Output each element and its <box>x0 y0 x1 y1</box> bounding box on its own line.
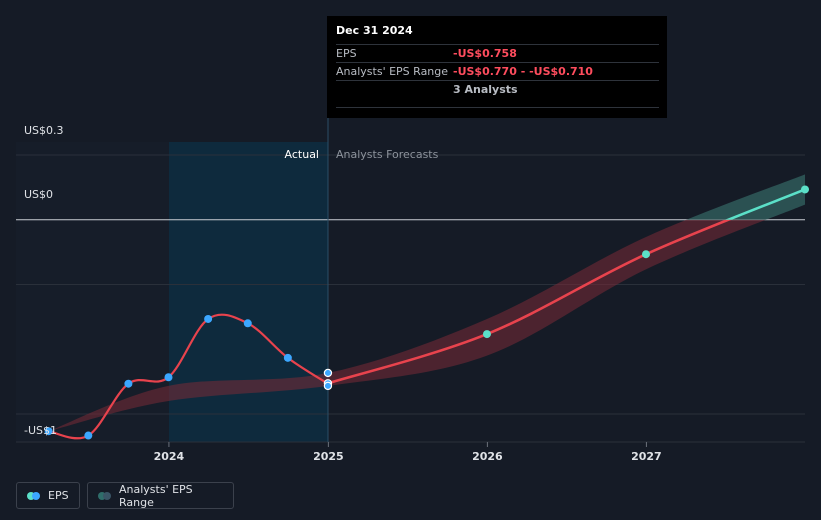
tooltip-analysts-label <box>336 81 453 107</box>
tooltip-range-value: -US$0.770 - -US$0.710 <box>453 65 593 78</box>
eps-forecast-point[interactable] <box>641 250 650 259</box>
eps-actual-point[interactable] <box>84 431 93 440</box>
tooltip-row-range: Analysts' EPS Range -US$0.770 - -US$0.71… <box>336 62 659 80</box>
legend-eps-label: EPS <box>48 489 69 502</box>
eps-highlight-point[interactable] <box>323 381 333 391</box>
eps-forecast-line-positive <box>724 188 806 220</box>
tooltip-eps-label: EPS <box>336 47 357 60</box>
legend-eps[interactable]: EPS <box>16 482 80 509</box>
tooltip-date: Dec 31 2024 <box>336 24 413 37</box>
x-axis-ticks: 2024 2025 2026 2027 <box>154 442 662 463</box>
y-label-bottom: -US$1 <box>24 424 57 437</box>
range-legend-icon <box>98 491 111 500</box>
eps-point-layer <box>44 185 809 440</box>
actual-label: Actual <box>285 148 319 161</box>
tooltip: Dec 31 2024 EPS -US$0.758 Analysts' EPS … <box>327 16 667 118</box>
eps-actual-point[interactable] <box>164 373 173 382</box>
eps-forecast-point[interactable] <box>801 185 809 194</box>
tooltip-range-label: Analysts' EPS Range <box>336 65 449 78</box>
y-label-top: US$0.3 <box>24 124 64 137</box>
eps-actual-point[interactable] <box>243 319 252 328</box>
eps-forecast-line <box>327 219 732 385</box>
eps-range-band-positive <box>686 174 805 220</box>
eps-legend-icon <box>27 491 40 500</box>
x-tick-label: 2027 <box>631 450 662 463</box>
eps-actual-point[interactable] <box>204 314 213 323</box>
eps-actual-line <box>48 313 329 440</box>
y-label-zero: US$0 <box>24 188 53 201</box>
eps-forecast-point[interactable] <box>482 330 491 339</box>
past-shade <box>16 142 169 442</box>
eps-highlight-point[interactable] <box>323 368 333 378</box>
eps-actual-point[interactable] <box>44 427 53 436</box>
tooltip-eps-value: -US$0.758 <box>453 47 517 60</box>
tooltip-row-analysts: 3 Analysts <box>336 80 659 108</box>
legend-range-label: Analysts' EPS Range <box>119 482 193 509</box>
eps-actual-point[interactable] <box>124 379 133 388</box>
tooltip-analysts-value: 3 Analysts <box>453 83 518 96</box>
eps-actual-point[interactable] <box>283 353 292 362</box>
x-tick-label: 2026 <box>472 450 503 463</box>
eps-range-band <box>48 219 767 432</box>
grid <box>16 154 805 443</box>
x-tick-label: 2024 <box>154 450 185 463</box>
range-band-layer <box>48 174 805 432</box>
forecast-label: Analysts Forecasts <box>336 148 439 161</box>
x-tick-label: 2025 <box>313 450 344 463</box>
legend-range[interactable]: Analysts' EPS Range <box>87 482 234 509</box>
eps-line-layer <box>48 188 806 440</box>
tooltip-row-eps: EPS -US$0.758 <box>336 44 659 62</box>
